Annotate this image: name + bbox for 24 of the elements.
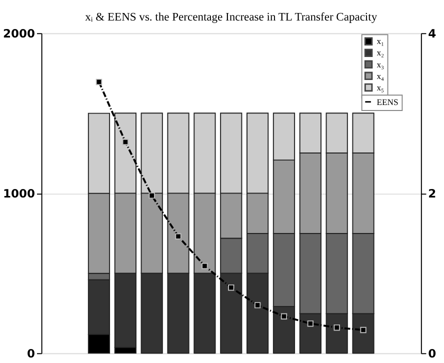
y-tick-label: 0: [27, 346, 36, 361]
point: [228, 284, 234, 291]
legend-label: x₃: [376, 59, 384, 70]
point: [280, 313, 288, 320]
point: [334, 324, 340, 331]
legend-label: x₄: [376, 70, 384, 81]
legend-label: x₁: [376, 36, 384, 46]
y2-tick-label: 4: [428, 26, 436, 40]
y2-tick-label: 0: [428, 346, 436, 361]
y2-tick-label: 2: [428, 186, 436, 200]
legend-label: EENS: [376, 96, 398, 107]
point: [96, 78, 102, 86]
point: [175, 233, 182, 240]
point: [202, 262, 208, 270]
y-tick-label: 2000: [3, 26, 36, 40]
legend-label: x₅: [376, 82, 384, 92]
chart-title: xᵢ & EENS vs. the Percentage Increase in TL Transfer Capacity: [85, 12, 378, 24]
point: [254, 302, 261, 308]
point: [148, 192, 155, 199]
point: [360, 326, 366, 334]
point: [122, 138, 129, 146]
point: [307, 320, 314, 327]
legend-label: x₂: [376, 48, 384, 58]
y-tick-label: 1000: [3, 186, 36, 200]
